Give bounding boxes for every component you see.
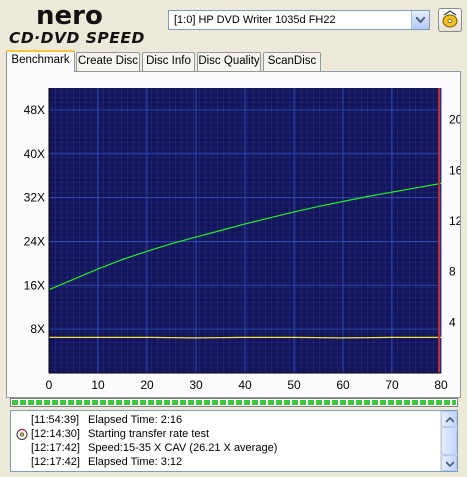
y-right-tick-label: 16: [449, 163, 460, 177]
transfer-point: [293, 211, 295, 213]
chevron-down-icon: [416, 17, 425, 23]
rpm-point: [244, 336, 246, 338]
tab-scandisc[interactable]: ScanDisc: [263, 52, 321, 71]
transfer-point: [415, 187, 418, 189]
log-time: [11:54:39]: [31, 414, 80, 426]
transfer-point: [170, 243, 173, 245]
scroll-thumb[interactable]: [441, 427, 457, 455]
y-left-tick-label: 16X: [24, 278, 45, 292]
x-tick-label: 0: [46, 378, 53, 392]
x-tick-label: 50: [287, 378, 301, 392]
log-time: [12:17:42]: [31, 442, 80, 454]
y-right-tick-label: 20: [449, 113, 460, 127]
tab-disc-info[interactable]: Disc Info: [142, 52, 195, 71]
rpm-point: [293, 336, 295, 338]
rpm-point: [391, 336, 393, 338]
log-message: Speed:15-35 X CAV (26.21 X average): [88, 442, 278, 454]
x-tick-label: 10: [91, 378, 105, 392]
rpm-point: [146, 336, 148, 338]
y-left-tick-label: 8X: [30, 322, 45, 336]
transfer-point: [317, 205, 320, 207]
logo-bottom-text: CD·DVD SPEED: [9, 29, 145, 47]
transfer-point: [195, 236, 197, 238]
disc-icon: [16, 428, 28, 440]
major-grid: [48, 88, 442, 373]
x-tick-label: 30: [189, 378, 203, 392]
transfer-point: [268, 217, 271, 219]
y-right-tick-label: 8: [449, 265, 456, 279]
log-time: [12:17:42]: [31, 456, 80, 468]
transfer-point: [146, 250, 148, 252]
transfer-point: [391, 191, 393, 193]
progress-bar: [10, 398, 458, 407]
tab-disc-quality[interactable]: Disc Quality: [197, 52, 261, 71]
y-right-tick-label: 12: [449, 214, 460, 228]
benchmark-panel: 0 10 20 30 40 50 60 70 80 48X 40X 32X 24X 16X 8X 20 16 12…: [6, 71, 461, 398]
logo-top-text: nero: [36, 2, 103, 31]
tick-labels: 0 10 20 30 40 50 60 70 80 48X 40X 32X 24X 16X 8X 20 16 12…: [24, 103, 460, 392]
transfer-rate-chart: 0 10 20 30 40 50 60 70 80 48X 40X 32X 24X 16X 8X 20 16 12…: [24, 88, 460, 392]
y-left-tick-label: 48X: [24, 103, 45, 117]
chevron-up-icon: [446, 417, 454, 423]
x-tick-label: 40: [238, 378, 252, 392]
scroll-down-button[interactable]: [441, 455, 457, 471]
y-right-tick-label: 4: [449, 315, 456, 329]
rpm-point: [195, 337, 197, 339]
log-message: Elapsed Time: 3:12: [88, 456, 183, 468]
nero-cd-dvd-speed-logo: nero CD·DVD SPEED: [8, 1, 158, 48]
dropdown-button[interactable]: [411, 11, 429, 29]
y-left-tick-label: 24X: [24, 234, 45, 248]
tab-benchmark[interactable]: Benchmark: [6, 50, 75, 72]
y-left-tick-label: 40X: [24, 147, 45, 161]
series-layer: [48, 182, 442, 339]
log-time: [12:14:30]: [31, 428, 80, 440]
x-tick-label: 60: [336, 378, 350, 392]
disc-eject-icon: [442, 10, 458, 28]
logo-graphic: nero CD·DVD SPEED: [9, 1, 145, 47]
transfer-point: [72, 278, 75, 280]
transfer-point: [244, 223, 246, 225]
log-list: [11:54:39] Elapsed Time: 2:16 [12:14:30]…: [10, 410, 458, 472]
x-tick-label: 80: [434, 378, 448, 392]
rpm-point: [440, 336, 442, 338]
transfer-point: [342, 200, 344, 203]
drive-select[interactable]: [1:0] HP DVD Writer 1035d FH22: [168, 10, 430, 30]
rpm-point: [97, 336, 99, 338]
progress-fill: [12, 400, 456, 405]
transfer-point: [440, 182, 442, 184]
transfer-point: [97, 268, 99, 270]
x-tick-label: 20: [140, 378, 154, 392]
chevron-down-icon: [446, 461, 454, 467]
transfer-point: [121, 258, 124, 261]
rpm-point: [342, 337, 344, 339]
drive-select-value: [1:0] HP DVD Writer 1035d FH22: [174, 14, 336, 26]
scroll-up-button[interactable]: [441, 411, 457, 427]
transfer-point: [219, 229, 222, 232]
tab-create-disc[interactable]: Create Disc: [76, 52, 140, 71]
y-left-tick-label: 32X: [24, 191, 45, 205]
log-scrollbar[interactable]: [440, 411, 457, 471]
eject-button[interactable]: [438, 8, 462, 32]
log-message: Elapsed Time: 2:16: [88, 414, 183, 426]
transfer-point: [366, 195, 369, 198]
log-message: Starting transfer rate test: [88, 428, 210, 440]
x-tick-label: 70: [385, 378, 399, 392]
